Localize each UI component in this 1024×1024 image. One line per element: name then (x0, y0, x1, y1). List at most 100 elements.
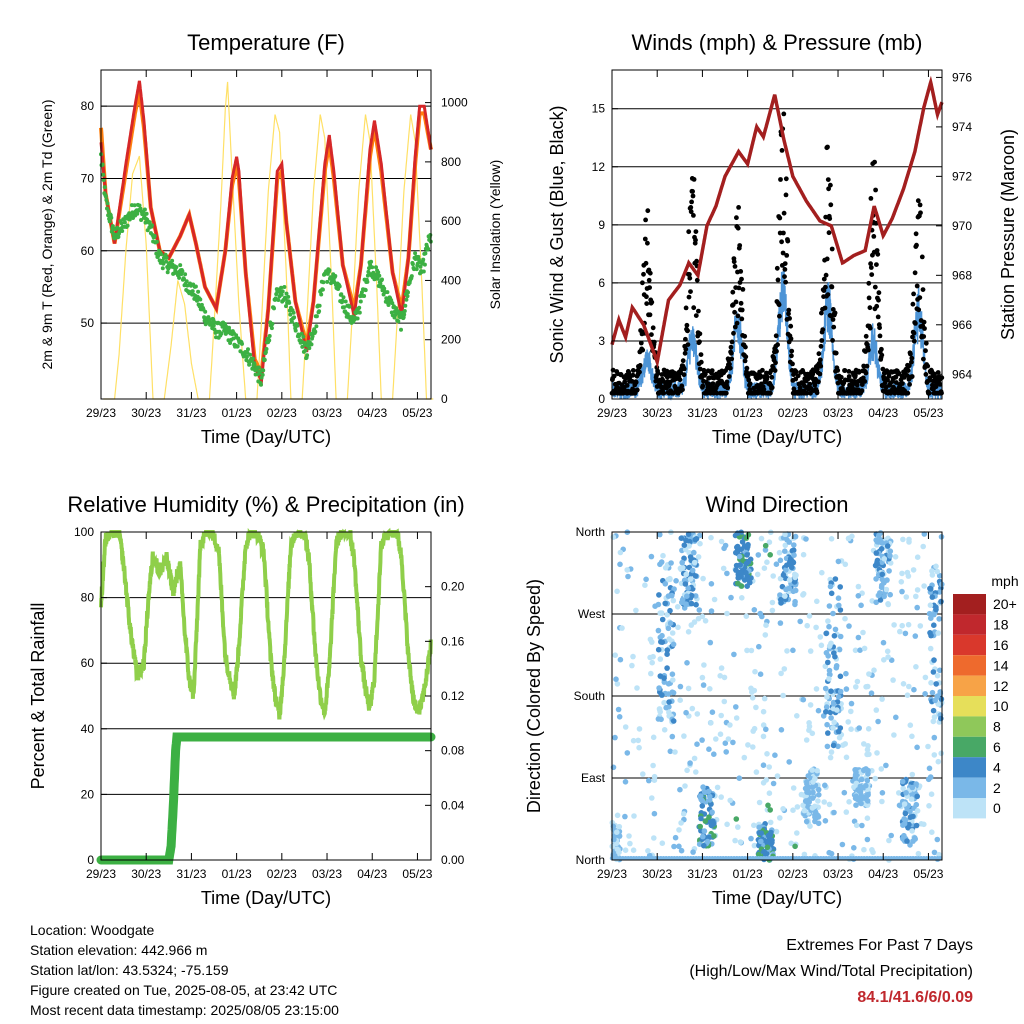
direction-point (756, 643, 762, 650)
gust-point (768, 390, 773, 396)
direction-point (672, 749, 678, 755)
gust-point (691, 213, 696, 218)
direction-point (826, 623, 832, 630)
direction-point (656, 707, 663, 713)
gust-point (833, 350, 839, 356)
gust-point (856, 369, 862, 375)
direction-point (842, 615, 848, 622)
gust-point (769, 374, 775, 380)
y-tick-label: 6 (598, 276, 605, 290)
direction-point (614, 829, 620, 835)
direction-point (626, 833, 632, 839)
direction-point (900, 785, 906, 792)
gust-point (702, 371, 708, 377)
dewpoint-point (347, 304, 352, 309)
dewpoint-point (263, 350, 268, 355)
direction-point (826, 667, 833, 674)
gust-point (634, 387, 640, 393)
direction-point (657, 531, 663, 538)
direction-point (615, 706, 622, 713)
direction-point (859, 822, 865, 829)
direction-point (678, 535, 685, 541)
direction-point (723, 749, 729, 755)
dewpoint-point (292, 315, 297, 320)
y-tick-label: South (574, 689, 605, 703)
direction-point (881, 556, 888, 562)
direction-point (855, 593, 862, 599)
direction-point (687, 538, 693, 545)
direction-point (629, 662, 635, 669)
direction-point (856, 725, 862, 731)
dewpoint-point (402, 309, 407, 313)
direction-point (791, 552, 797, 558)
direction-point (837, 673, 844, 680)
direction-point (664, 612, 670, 618)
direction-point (648, 553, 655, 560)
dewpoint-point (110, 224, 115, 229)
direction-point (658, 559, 665, 565)
direction-point (781, 666, 788, 672)
direction-point (612, 734, 618, 741)
direction-point (913, 781, 919, 787)
direction-point (680, 811, 687, 817)
direction-point (744, 552, 750, 558)
gust-point (643, 260, 649, 266)
x-tick-label: 04/23 (868, 406, 898, 420)
direction-point (756, 824, 762, 831)
x-tick-label: 02/23 (778, 867, 808, 881)
legend-swatch (953, 696, 986, 717)
direction-point (687, 576, 694, 582)
direction-point (692, 593, 699, 599)
direction-point (904, 838, 910, 844)
direction-point (851, 784, 857, 790)
dewpoint-point (196, 289, 201, 294)
gust-point (789, 348, 795, 354)
direction-point (631, 813, 637, 819)
dewpoint-point (160, 266, 165, 271)
gust-point (683, 305, 689, 311)
dewpoint-point (125, 223, 130, 228)
direction-point (931, 752, 938, 758)
y2-tick-label: 1000 (441, 96, 468, 110)
dewpoint-point (240, 341, 244, 346)
gust-point (824, 256, 830, 262)
location-text: Location: Woodgate (30, 922, 155, 938)
direction-point (689, 705, 696, 712)
y2-tick-label: 200 (441, 333, 461, 347)
direction-point (718, 794, 724, 800)
legend-label: 16 (993, 637, 1009, 653)
legend-label: 14 (993, 657, 1009, 673)
direction-point (655, 646, 662, 653)
gust-point (791, 386, 797, 392)
gust-point (775, 342, 780, 348)
direction-point (843, 670, 849, 677)
dewpoint-point (409, 274, 414, 279)
x-tick-label: 01/23 (222, 867, 252, 881)
direction-point (887, 553, 893, 559)
legend-label: 10 (993, 698, 1009, 714)
direction-point (661, 679, 668, 685)
direction-point (648, 670, 654, 677)
gust-point (778, 177, 783, 182)
gust-point (693, 229, 699, 235)
winds-panel: 29/23 30/23 31/23 01/23 02/23 03/23 04/23 05/23… (547, 30, 1018, 447)
direction-point (824, 743, 831, 750)
direction-point (766, 764, 772, 770)
direction-point (914, 793, 920, 800)
direction-point (881, 657, 887, 663)
direction-point (864, 802, 871, 808)
direction-point (885, 654, 891, 660)
direction-point (900, 536, 906, 543)
dewpoint-point (270, 321, 275, 326)
gust-point (910, 334, 915, 340)
dewpoint-point (267, 334, 272, 338)
direction-point (751, 607, 758, 613)
dewpoint-point (227, 325, 231, 330)
direction-point (909, 784, 916, 791)
dewpoint-point (177, 275, 182, 280)
dewpoint-point (300, 344, 305, 349)
gust-point (911, 291, 916, 297)
direction-point (733, 549, 739, 556)
direction-point (704, 838, 711, 845)
direction-point (692, 573, 699, 579)
